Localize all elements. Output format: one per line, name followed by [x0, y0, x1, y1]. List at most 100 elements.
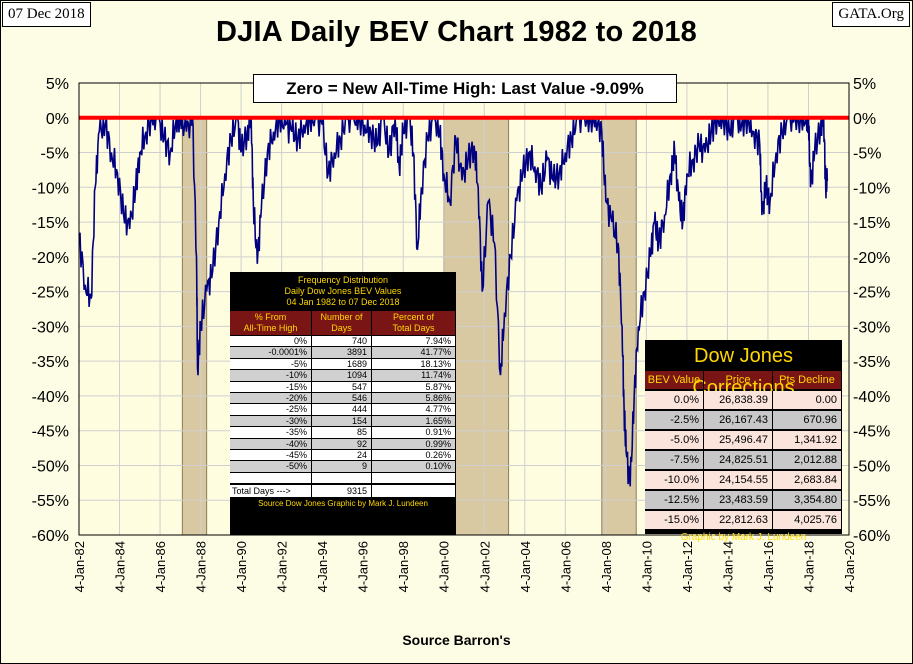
freq-cell: 24 — [312, 449, 372, 461]
y-tick-label-right: -5% — [853, 146, 881, 163]
x-tick-label: 4-Jan-16 — [761, 541, 776, 592]
freq-cell: -50% — [230, 461, 312, 472]
freq-cell: 5.87% — [372, 381, 456, 392]
corrections-cell: -10.0% — [645, 471, 704, 489]
corrections-table-row: -10.0% 24,154.55 2,683.84 — [645, 471, 842, 489]
freq-table-row: -0.0001% 3891 41.77% — [230, 347, 456, 358]
corrections-cell: 3,354.80 — [773, 491, 842, 509]
corrections-cell: 0.0% — [645, 391, 704, 409]
x-tick-label: 4-Jan-88 — [194, 541, 209, 592]
corrections-title: Dow Jones Corrections — [692, 345, 795, 399]
corrections-cell: -2.5% — [645, 411, 704, 429]
x-tick-label: 4-Jan-90 — [234, 541, 249, 592]
freq-column-headers: % From All-Time High Number of Days Percen… — [230, 311, 456, 335]
chart-title: DJIA Daily BEV Chart 1982 to 2018 — [215, 16, 697, 48]
corrections-table-row: 0.0% 26,838.39 0.00 — [645, 391, 842, 409]
freq-cell: 5.86% — [372, 392, 456, 404]
date-label: 07 Dec 2018 — [2, 2, 91, 27]
y-tick-label-left: -30% — [32, 319, 69, 336]
freq-cell: 547 — [312, 381, 372, 392]
x-tick-label: 4-Jan-00 — [437, 541, 452, 592]
freq-cell: 0.91% — [372, 427, 456, 438]
corrections-cell: 2,683.84 — [773, 471, 842, 489]
freq-table-row: -50% 9 0.10% — [230, 461, 456, 472]
site-label: GATA.Org — [832, 2, 910, 27]
freq-credit: Source Dow Jones Graphic by Mark J. Lund… — [258, 499, 428, 509]
x-tick-label: 4-Jan-02 — [477, 541, 492, 592]
freq-total-value: 9315 — [312, 485, 372, 498]
corr-col-header: BEV Value — [645, 371, 704, 389]
x-tick-label: 4-Jan-86 — [153, 541, 168, 592]
y-tick-label-right: 5% — [853, 76, 876, 93]
freq-cell: 3891 — [312, 347, 372, 358]
x-tick-label: 4-Jan-98 — [396, 541, 411, 592]
freq-cell — [312, 472, 372, 484]
corrections-table-row: -5.0% 25,496.47 1,341.92 — [645, 431, 842, 449]
freq-table-row: -30% 154 1.65% — [230, 415, 456, 427]
corrections-cell: 2,012.88 — [773, 451, 842, 469]
freq-rows: 0% 740 7.94% -0.0001% 3891 41.77% -5% 1689 18.13… — [230, 336, 456, 484]
freq-table-row: -20% 546 5.86% — [230, 392, 456, 404]
freq-cell: 740 — [312, 336, 372, 347]
freq-table-row: -15% 547 5.87% — [230, 381, 456, 392]
freq-cell: -35% — [230, 427, 312, 438]
y-tick-label-right: -30% — [853, 319, 890, 336]
freq-cell: 4.77% — [372, 404, 456, 415]
freq-cell: -40% — [230, 438, 312, 449]
y-tick-label-left: -45% — [32, 424, 69, 441]
y-tick-label-left: -15% — [32, 215, 69, 232]
x-tick-label: 4-Jan-94 — [315, 541, 330, 592]
freq-table-row: 0% 740 7.94% — [230, 336, 456, 347]
freq-cell: 92 — [312, 438, 372, 449]
x-tick-label: 4-Jan-84 — [113, 541, 128, 592]
freq-cell: 546 — [312, 392, 372, 404]
y-tick-label-left: -20% — [32, 250, 69, 267]
freq-cell: 0% — [230, 336, 312, 347]
freq-cell: 444 — [312, 404, 372, 415]
freq-table-row: -25% 444 4.77% — [230, 404, 456, 415]
corrections-cell: 0.00 — [773, 391, 842, 409]
x-tick-label: 4-Jan-04 — [518, 541, 533, 592]
y-tick-label-left: -25% — [32, 285, 69, 302]
x-tick-label: 4-Jan-08 — [599, 541, 614, 592]
corrections-cell: -5.0% — [645, 431, 704, 449]
corrections-cell: 24,825.51 — [704, 451, 773, 469]
freq-cell: -45% — [230, 449, 312, 461]
y-tick-label-left: -5% — [41, 146, 69, 163]
freq-cell: 1094 — [312, 370, 372, 381]
y-tick-label-left: 0% — [46, 111, 69, 128]
corrections-cell: 670.96 — [773, 411, 842, 429]
corrections-cell: 24,154.55 — [704, 471, 773, 489]
corrections-cell: 23,483.59 — [704, 491, 773, 509]
x-tick-label: 4-Jan-06 — [558, 541, 573, 592]
y-tick-label-right: -40% — [853, 389, 890, 406]
y-tick-label-left: -40% — [32, 389, 69, 406]
dow-jones-corrections-table: Dow Jones Corrections BEV Value Price Pt… — [645, 340, 842, 543]
freq-cell: -0.0001% — [230, 347, 312, 358]
freq-table-header: Frequency Distribution Daily Dow Jones B… — [230, 272, 456, 311]
freq-cell: 0.99% — [372, 438, 456, 449]
x-tick-label: 4-Jan-96 — [356, 541, 371, 592]
y-tick-label-left: -55% — [32, 493, 69, 510]
freq-col-header: Number of Days — [312, 311, 372, 335]
freq-cell: 11.74% — [372, 370, 456, 381]
y-tick-label-left: -10% — [32, 180, 69, 197]
last-value-box: Zero = New All-Time High: Last Value -9.… — [253, 74, 677, 103]
corrections-column-headers: BEV Value Price Pts Decline — [645, 371, 842, 389]
y-tick-label-right: -45% — [853, 424, 890, 441]
freq-cell: -25% — [230, 404, 312, 415]
corrections-rows: 0.0% 26,838.39 0.00 -2.5% 26,167.43 670.96 -5.… — [645, 391, 842, 529]
freq-cell: 9 — [312, 461, 372, 472]
x-tick-label: 4-Jan-18 — [801, 541, 816, 592]
corrections-cell: -7.5% — [645, 451, 704, 469]
y-tick-label-right: 0% — [853, 111, 876, 128]
source-label: Source Barron's — [402, 632, 511, 648]
freq-total-row: Total Days ---> 9315 — [230, 485, 456, 498]
y-tick-label-right: -10% — [853, 180, 890, 197]
freq-cell: -15% — [230, 381, 312, 392]
y-tick-label-left: -50% — [32, 458, 69, 475]
freq-table-row: -45% 24 0.26% — [230, 449, 456, 461]
freq-table-row: -40% 92 0.99% — [230, 438, 456, 449]
x-tick-label: 4-Jan-20 — [842, 541, 857, 592]
freq-col-header: Percent of Total Days — [372, 311, 456, 335]
